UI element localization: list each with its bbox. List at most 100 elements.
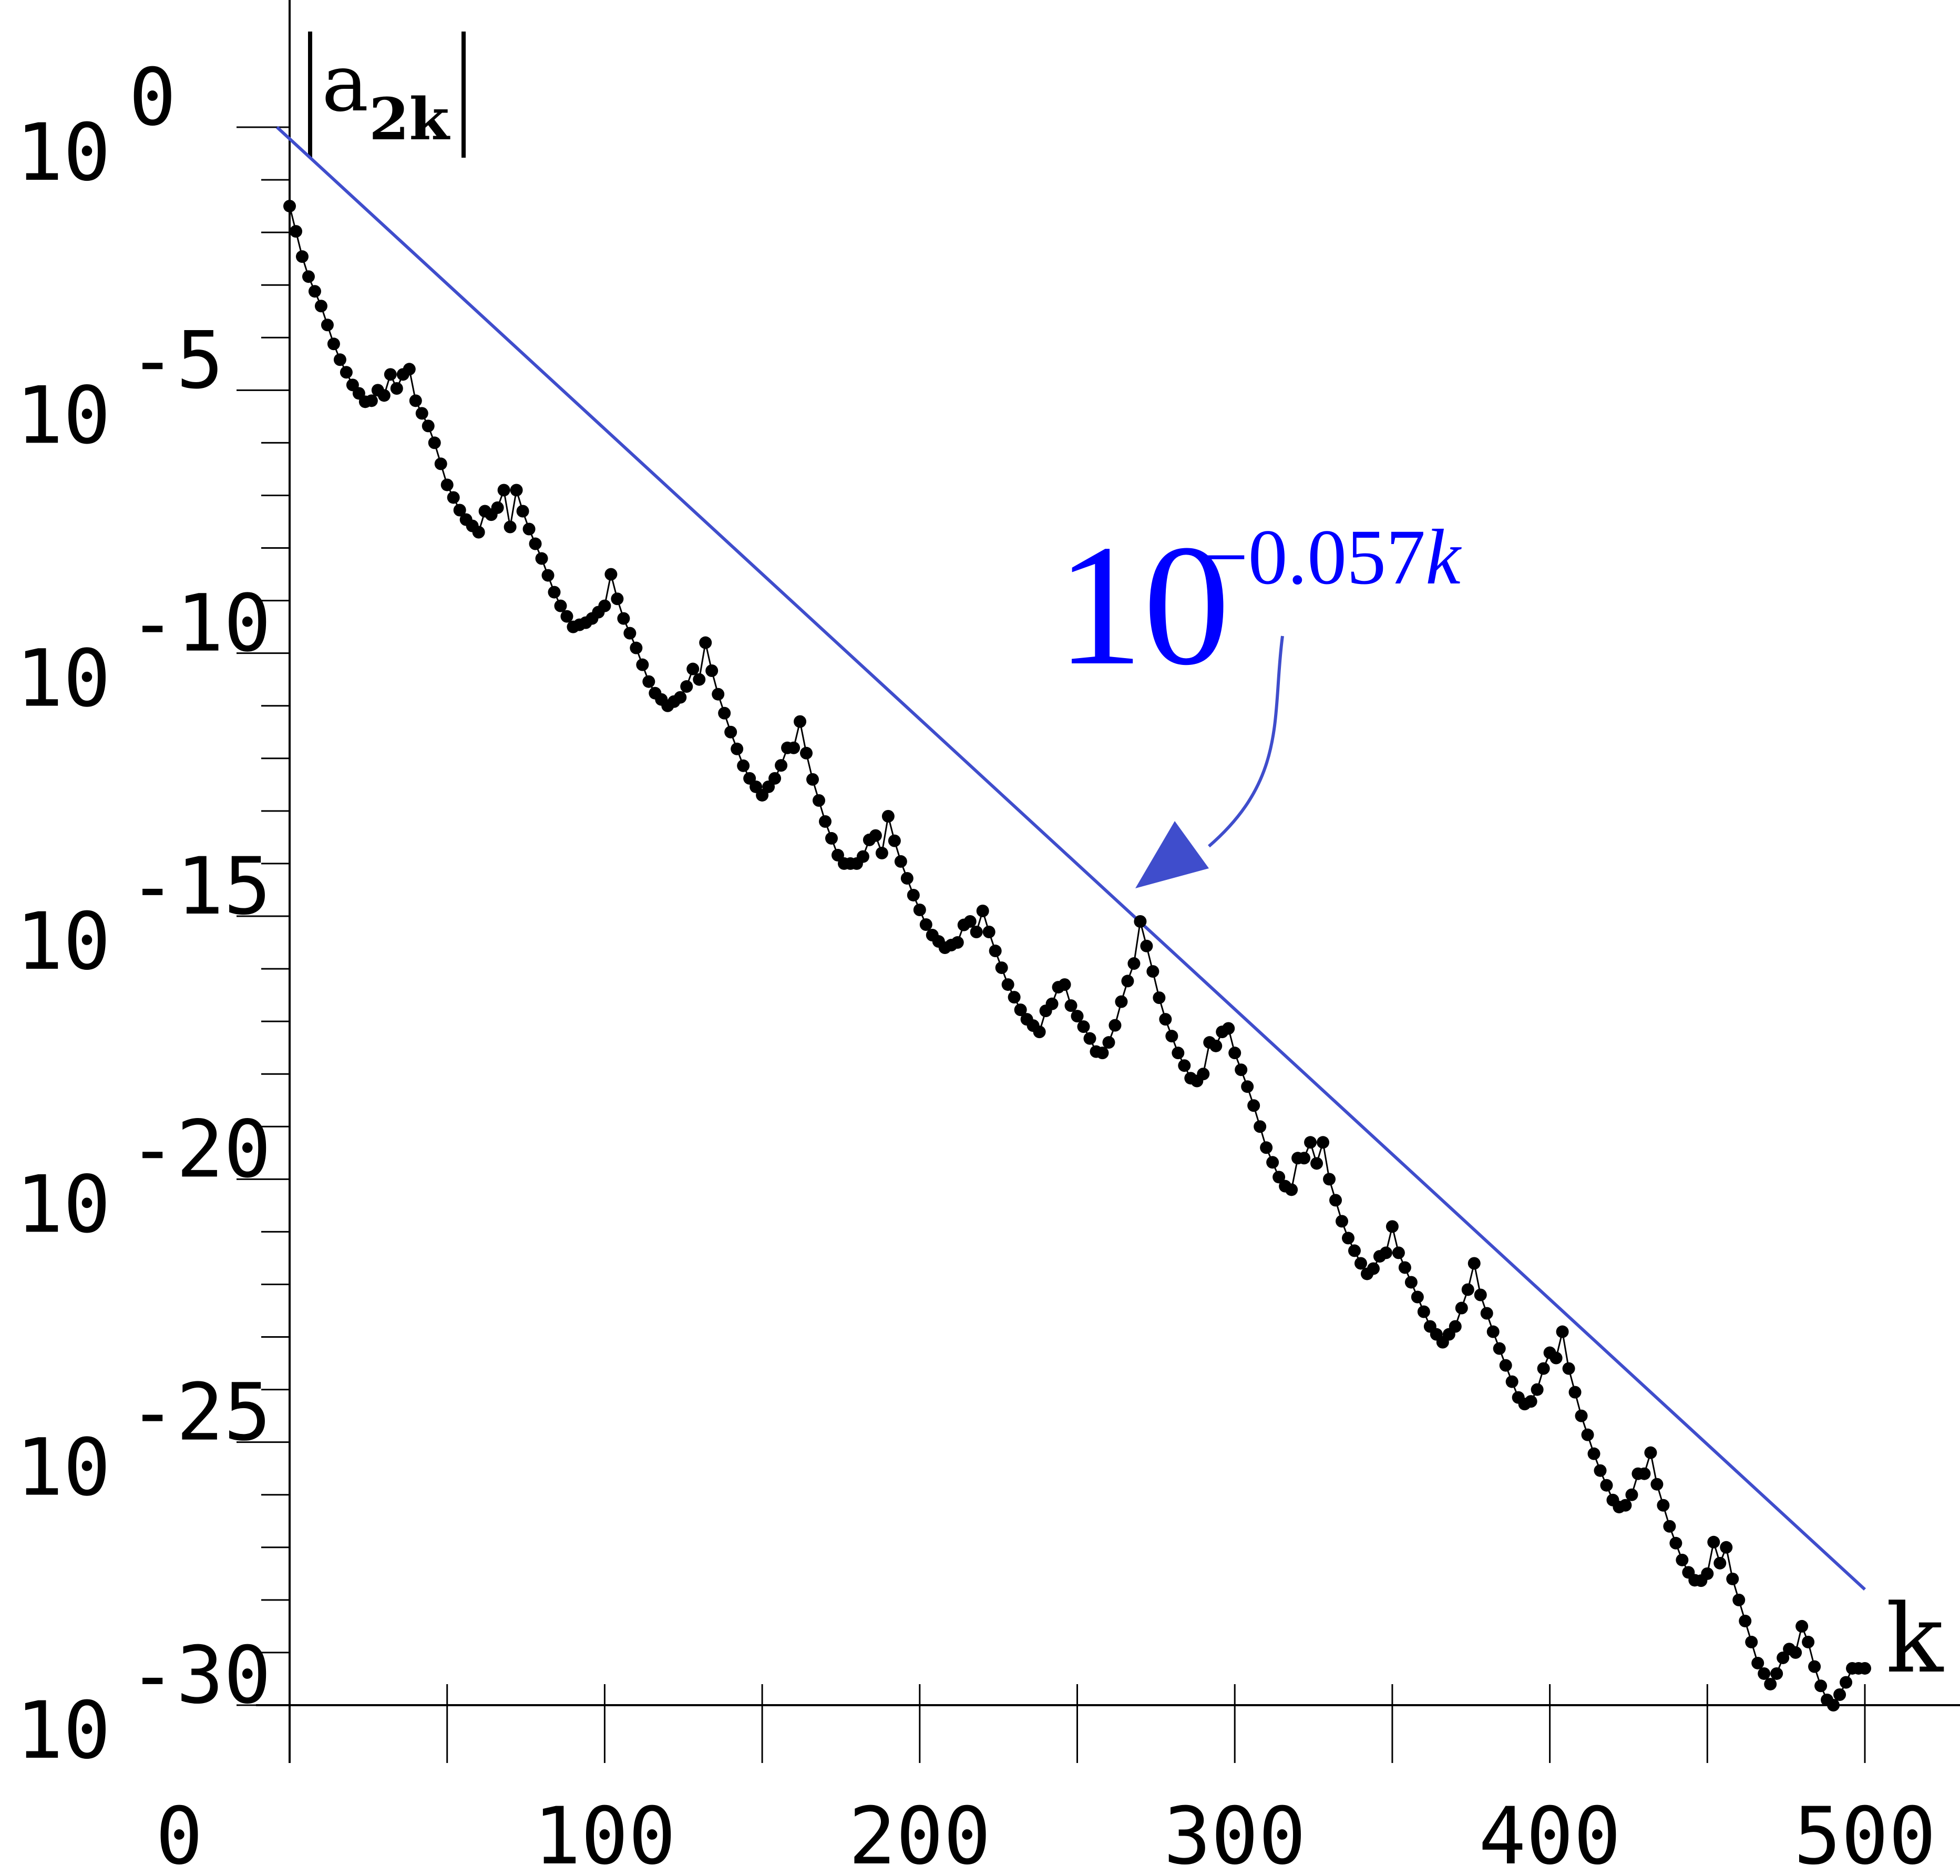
data-point bbox=[1386, 1220, 1399, 1233]
data-point bbox=[1701, 1567, 1714, 1580]
data-point bbox=[504, 520, 517, 534]
data-point bbox=[377, 389, 391, 402]
data-point bbox=[970, 926, 983, 939]
data-point bbox=[1354, 1257, 1367, 1270]
data-point bbox=[1650, 1478, 1664, 1491]
data-point bbox=[787, 741, 801, 754]
data-point bbox=[869, 829, 882, 842]
y-tick-label: 10-30 bbox=[16, 1630, 271, 1777]
data-point bbox=[1235, 1063, 1248, 1077]
data-point bbox=[1789, 1646, 1802, 1659]
data-point bbox=[1178, 1059, 1191, 1072]
data-point bbox=[302, 270, 315, 283]
x-tick-label: 0 bbox=[156, 1791, 203, 1876]
data-point bbox=[415, 407, 428, 420]
data-point bbox=[1254, 1120, 1267, 1133]
x-tick-label: 500 bbox=[1794, 1791, 1936, 1876]
y-tick-base: 10 bbox=[16, 107, 111, 199]
data-point bbox=[422, 419, 435, 433]
data-point bbox=[554, 599, 567, 612]
data-point bbox=[283, 200, 296, 213]
data-point bbox=[712, 688, 725, 701]
data-point bbox=[1323, 1173, 1336, 1186]
fit-line bbox=[275, 126, 1866, 1591]
data-point bbox=[472, 526, 485, 539]
y-tick-exponent: -30 bbox=[129, 1630, 271, 1721]
data-point bbox=[1707, 1535, 1720, 1549]
data-point bbox=[1480, 1307, 1493, 1320]
data-point bbox=[982, 926, 996, 939]
data-point bbox=[907, 888, 920, 901]
data-points bbox=[283, 200, 1871, 1711]
y-tick-base: 10 bbox=[16, 370, 111, 462]
data-point bbox=[497, 484, 510, 497]
data-point bbox=[535, 552, 548, 565]
data-point bbox=[1575, 1409, 1588, 1422]
data-point bbox=[428, 436, 441, 449]
x-tick-label: 200 bbox=[848, 1791, 991, 1876]
data-point bbox=[1109, 1019, 1122, 1032]
y-tick-label: 10-25 bbox=[16, 1367, 271, 1514]
data-point bbox=[1531, 1383, 1544, 1396]
data-point bbox=[875, 846, 888, 859]
data-point bbox=[1367, 1262, 1380, 1275]
data-point bbox=[1562, 1362, 1575, 1375]
data-point bbox=[888, 834, 901, 847]
data-point bbox=[699, 636, 712, 649]
data-point bbox=[1379, 1246, 1392, 1259]
data-point bbox=[308, 285, 321, 298]
data-point bbox=[453, 504, 466, 517]
fit-annotation-exponent: −0.057k bbox=[1204, 514, 1462, 601]
data-point bbox=[1266, 1156, 1279, 1169]
data-point bbox=[794, 715, 807, 728]
data-point bbox=[913, 903, 926, 916]
axes bbox=[256, 0, 1960, 1763]
data-point bbox=[1524, 1395, 1537, 1408]
data-point bbox=[680, 680, 693, 693]
y-tick-label: 10-10 bbox=[16, 578, 271, 725]
data-point bbox=[1064, 999, 1078, 1012]
data-point bbox=[693, 673, 706, 686]
data-point bbox=[674, 691, 687, 704]
data-point bbox=[1770, 1667, 1783, 1680]
data-point bbox=[963, 915, 977, 928]
data-point bbox=[1014, 1003, 1027, 1017]
data-point bbox=[1096, 1047, 1109, 1060]
data-point bbox=[1115, 995, 1128, 1008]
y-tick-exponent: -10 bbox=[129, 578, 271, 670]
data-point bbox=[1404, 1276, 1418, 1289]
data-point bbox=[522, 522, 536, 536]
data-point bbox=[1669, 1536, 1682, 1550]
data-point bbox=[1745, 1635, 1758, 1648]
data-point bbox=[1045, 997, 1059, 1010]
data-point bbox=[560, 610, 573, 623]
data-point bbox=[384, 368, 397, 381]
data-point bbox=[1172, 1047, 1185, 1060]
data-point bbox=[1802, 1635, 1815, 1648]
data-point bbox=[1165, 1030, 1178, 1043]
data-point bbox=[1795, 1619, 1809, 1633]
data-point bbox=[724, 725, 737, 739]
data-point bbox=[491, 501, 504, 514]
data-point bbox=[989, 945, 1002, 958]
data-point bbox=[333, 353, 346, 366]
fit-annotation-base: 10 bbox=[1056, 509, 1230, 701]
data-point bbox=[1455, 1301, 1468, 1315]
data-point bbox=[1285, 1183, 1298, 1196]
y-tick-exponent: -20 bbox=[129, 1104, 271, 1195]
data-point bbox=[1058, 978, 1071, 991]
data-point bbox=[434, 457, 447, 470]
data-point bbox=[1468, 1257, 1481, 1270]
data-path bbox=[289, 206, 1865, 1707]
data-point bbox=[1398, 1261, 1411, 1274]
data-point bbox=[825, 832, 838, 845]
data-point bbox=[529, 537, 542, 550]
data-point bbox=[1587, 1447, 1600, 1460]
y-tick-base: 10 bbox=[16, 1685, 111, 1777]
data-point bbox=[636, 658, 649, 671]
data-point bbox=[1033, 1026, 1046, 1039]
data-point bbox=[1260, 1141, 1273, 1154]
data-point bbox=[775, 759, 788, 772]
data-point bbox=[1335, 1215, 1348, 1228]
data-point bbox=[1134, 915, 1147, 928]
